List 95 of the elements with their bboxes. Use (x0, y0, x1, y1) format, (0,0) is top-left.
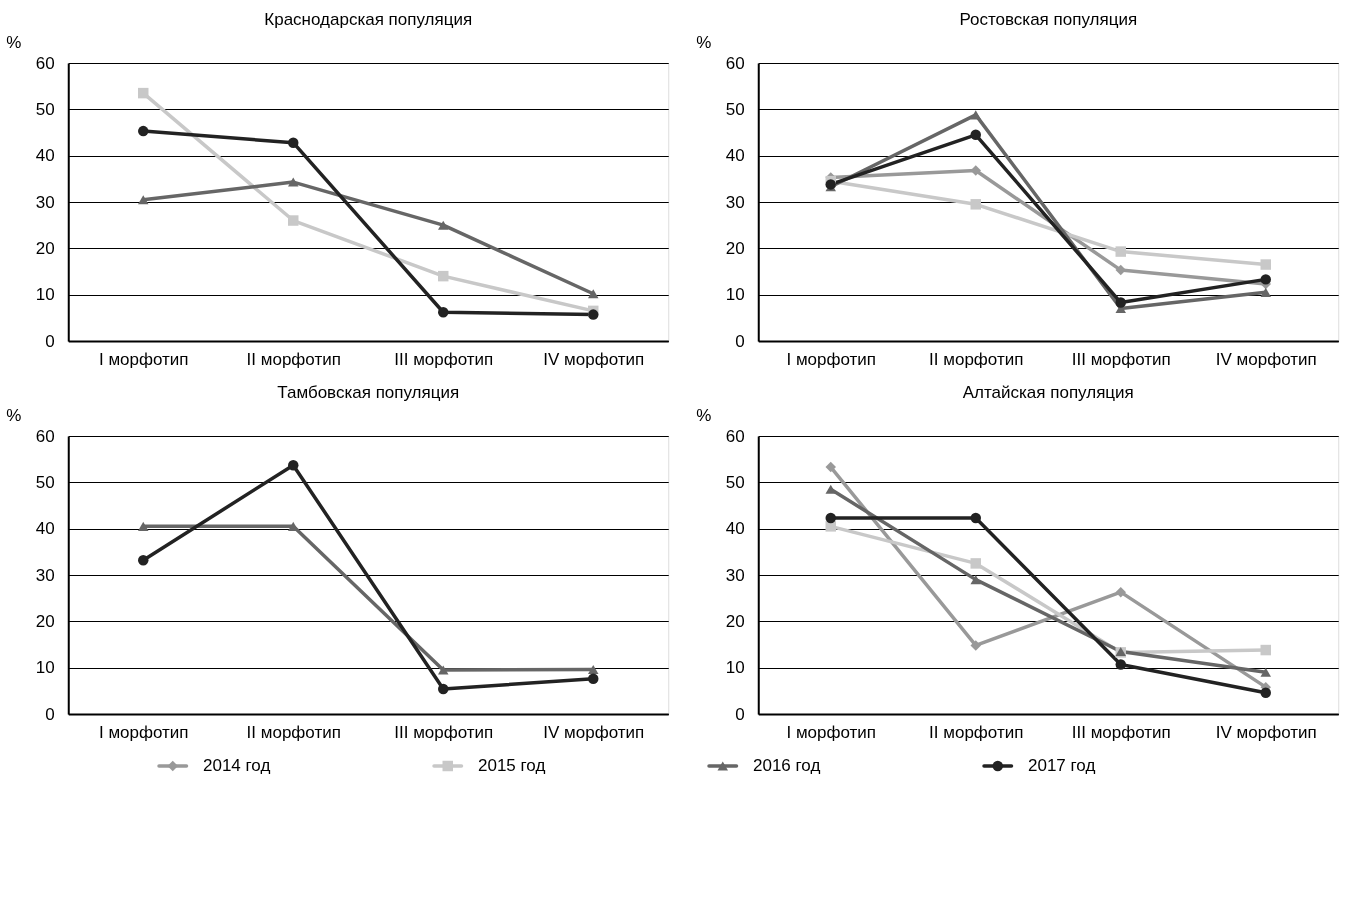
x-tick-label: IV морфотип (1215, 722, 1317, 742)
legend-label: 2015 год (478, 756, 546, 775)
point (970, 575, 981, 585)
y-axis-title: % (696, 405, 712, 425)
x-tick-label: I морфотип (98, 349, 189, 369)
chart-title: Краснодарская популяция (264, 10, 473, 29)
y-tick-label: 40 (35, 146, 55, 166)
y-tick-label: 0 (45, 331, 55, 351)
y-tick-label: 20 (35, 611, 55, 631)
point (970, 110, 981, 120)
point (288, 215, 299, 226)
y-tick-label: 20 (725, 238, 745, 258)
point (438, 665, 449, 675)
x-tick-label: I морфотип (786, 722, 877, 742)
point (438, 220, 449, 230)
legend-label: 2016 год (753, 756, 821, 775)
point (970, 558, 981, 569)
point (1260, 274, 1271, 285)
y-tick-label: 30 (725, 192, 745, 212)
y-tick-label: 20 (725, 611, 745, 631)
x-tick-label: II морфотип (246, 722, 341, 742)
chart-title: Ростовская популяция (959, 10, 1138, 29)
point (1260, 259, 1271, 270)
y-tick-label: 30 (35, 192, 55, 212)
x-tick-label: IV морфотип (543, 722, 645, 742)
point (1260, 667, 1271, 677)
point (1115, 246, 1126, 257)
y-tick-label: 0 (735, 704, 745, 724)
x-tick-label: II морфотип (929, 722, 1024, 742)
legend-label: 2017 год (1028, 756, 1096, 775)
point (138, 125, 149, 137)
point (138, 521, 149, 531)
point (825, 512, 836, 524)
y-tick-label: 10 (725, 285, 745, 305)
y-tick-label: 40 (725, 146, 745, 166)
x-tick-label: III морфотип (394, 349, 494, 369)
y-axis-title: % (696, 32, 712, 52)
y-tick-label: 50 (35, 472, 55, 492)
point (588, 309, 599, 320)
y-tick-label: 0 (45, 704, 55, 724)
y-tick-label: 60 (35, 426, 55, 446)
point (288, 137, 299, 148)
y-tick-label: 0 (735, 331, 745, 351)
point (1115, 659, 1126, 670)
point (1260, 687, 1271, 698)
chart-title: Тамбовская популяция (277, 383, 460, 402)
y-tick-label: 20 (35, 238, 55, 258)
y-tick-label: 50 (725, 99, 745, 119)
x-tick-label: I морфотип (786, 349, 877, 369)
y-tick-label: 60 (725, 426, 745, 446)
y-tick-label: 40 (35, 519, 55, 539)
y-tick-label: 30 (725, 565, 745, 585)
point (288, 459, 299, 471)
point (1260, 287, 1271, 297)
point (588, 664, 599, 675)
point (138, 195, 149, 205)
point (1260, 644, 1271, 656)
x-tick-label: IV морфотип (543, 349, 645, 369)
point (288, 177, 299, 187)
y-tick-label: 10 (35, 285, 55, 305)
point (825, 484, 836, 494)
y-axis-title: % (6, 405, 22, 425)
y-tick-label: 60 (35, 53, 55, 73)
y-tick-label: 40 (725, 519, 745, 539)
x-tick-label: I морфотип (98, 722, 189, 742)
point (970, 512, 981, 524)
y-tick-label: 10 (35, 658, 55, 678)
point (970, 199, 981, 210)
point (138, 87, 149, 99)
y-tick-label: 50 (725, 472, 745, 492)
x-tick-label: III морфотип (1071, 349, 1171, 369)
legend-label: 2014 год (203, 756, 271, 775)
point (970, 129, 981, 141)
point (970, 640, 981, 651)
y-tick-label: 50 (35, 99, 55, 119)
x-tick-label: II морфотип (929, 349, 1024, 369)
point (588, 289, 599, 299)
chart-title: Алтайская популяция (962, 383, 1134, 402)
point (825, 461, 836, 473)
y-tick-label: 30 (35, 565, 55, 585)
x-tick-label: II морфотип (246, 349, 341, 369)
point (138, 554, 149, 566)
y-tick-label: 60 (725, 53, 745, 73)
point (438, 307, 449, 318)
x-tick-label: III морфотип (1071, 722, 1171, 742)
point (588, 673, 599, 685)
y-tick-label: 10 (725, 658, 745, 678)
point (438, 683, 449, 695)
point (1115, 297, 1126, 308)
point (1115, 586, 1126, 598)
x-tick-label: III морфотип (394, 722, 494, 742)
x-tick-label: IV морфотип (1215, 349, 1317, 369)
point (438, 270, 449, 282)
y-axis-title: % (6, 32, 22, 52)
point (1115, 264, 1126, 276)
